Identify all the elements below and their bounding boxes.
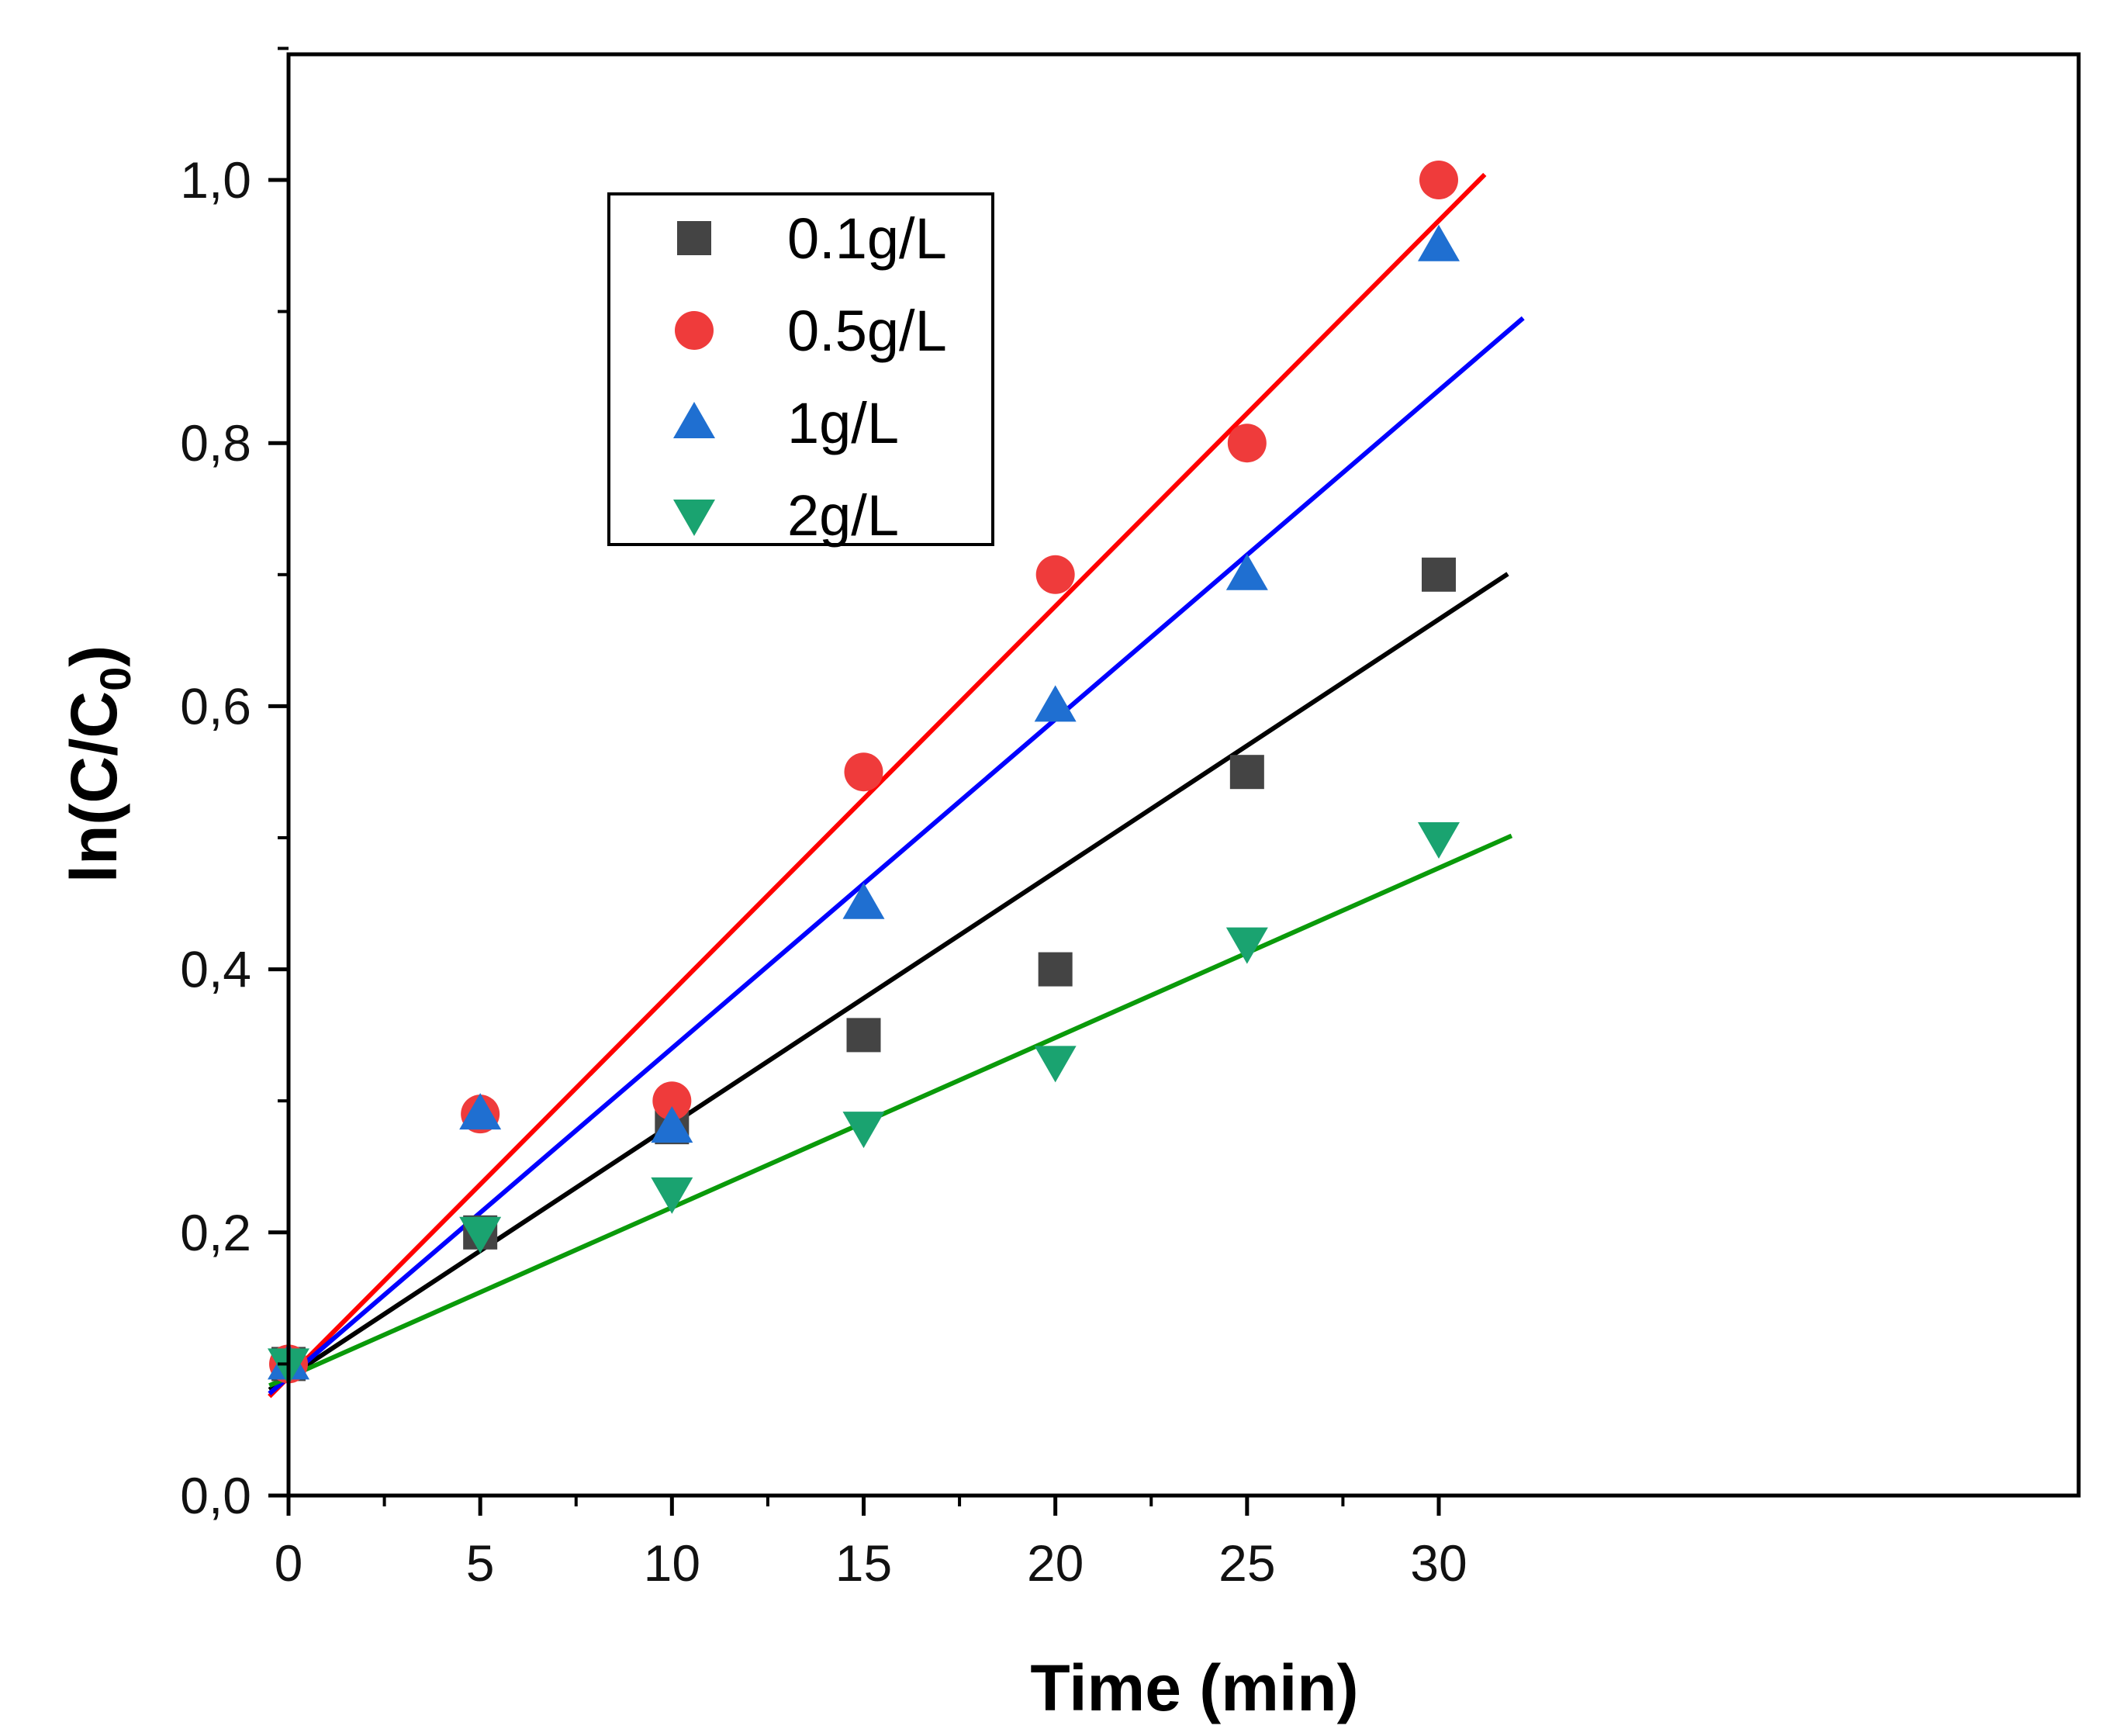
data-point-0.1g/L: [1038, 952, 1073, 987]
plot-frame: [286, 52, 2081, 1498]
y-axis-title: ln(C/C0): [57, 645, 140, 883]
data-point-2g/L: [1418, 822, 1460, 859]
y-tick-label: 0,8: [180, 414, 251, 472]
y-tick-label: 0,0: [180, 1467, 251, 1524]
fit-lines: [268, 172, 1525, 1399]
fit-line-0.1g/L: [268, 572, 1509, 1392]
data-point-0.5g/L: [1035, 555, 1075, 594]
data-point-2g/L: [842, 1112, 885, 1149]
x-tick-label: 25: [1218, 1534, 1275, 1592]
legend-label: 1g/L: [787, 391, 899, 455]
y-axis-title-close: ): [57, 645, 130, 667]
data-point-2g/L: [1225, 927, 1268, 964]
legend-label: 0.5g/L: [787, 299, 947, 363]
tick-labels: 0 5 10 15 20 25 30 0,0 0,2 0,4 0,6 0,8 1,0: [180, 151, 1467, 1592]
data-point-2g/L: [1034, 1046, 1077, 1083]
legend-marker-2g/L: [673, 500, 715, 536]
legend-label: 0.1g/L: [787, 206, 947, 271]
x-tick-label: 15: [835, 1534, 892, 1592]
legend-label: 2g/L: [787, 483, 899, 548]
data-point-1g/L: [1034, 685, 1077, 722]
data-point-2g/L: [651, 1177, 693, 1214]
legend-box: [607, 192, 994, 546]
data-point-0.5g/L: [844, 752, 883, 792]
x-tick-label: 10: [644, 1534, 700, 1592]
x-axis-title: Time (min): [1030, 1651, 1358, 1724]
y-tick-label: 1,0: [180, 151, 251, 209]
data-point-0.5g/L: [652, 1081, 692, 1121]
data-point-1g/L: [1225, 553, 1268, 590]
legend-marker-0.5g/L: [675, 311, 714, 350]
data-point-0.1g/L: [1422, 557, 1456, 592]
data-point-2g/L: [459, 1216, 502, 1254]
legend-marker-0.1g/L: [677, 221, 711, 255]
y-tick-label: 0,2: [180, 1204, 251, 1261]
axes: [268, 47, 2081, 1516]
data-point-0.1g/L: [846, 1018, 881, 1053]
y-tick-label: 0,4: [180, 941, 251, 998]
legend-marker-1g/L: [673, 402, 715, 438]
x-tick-label: 5: [466, 1534, 495, 1592]
x-tick-label: 0: [275, 1534, 303, 1592]
y-axis-title-main: ln(C/C: [57, 691, 130, 883]
fit-line-1g/L: [268, 316, 1525, 1395]
data-point-1g/L: [1418, 224, 1460, 261]
y-tick-label: 0,6: [180, 677, 251, 735]
x-tick-label: 30: [1410, 1534, 1467, 1592]
data-point-0.1g/L: [1229, 755, 1264, 790]
data-point-1g/L: [651, 1106, 693, 1143]
data-point-0.5g/L: [1419, 161, 1458, 199]
data-point-1g/L: [459, 1093, 502, 1130]
legend: 0.1g/L 0.5g/L 1g/L 2g/L: [607, 192, 994, 548]
fit-line-2g/L: [268, 833, 1513, 1388]
data-point-1g/L: [842, 882, 885, 919]
y-axis-title-subscript: 0: [91, 667, 140, 691]
x-tick-label: 20: [1027, 1534, 1084, 1592]
data-point-0.5g/L: [1227, 424, 1267, 463]
